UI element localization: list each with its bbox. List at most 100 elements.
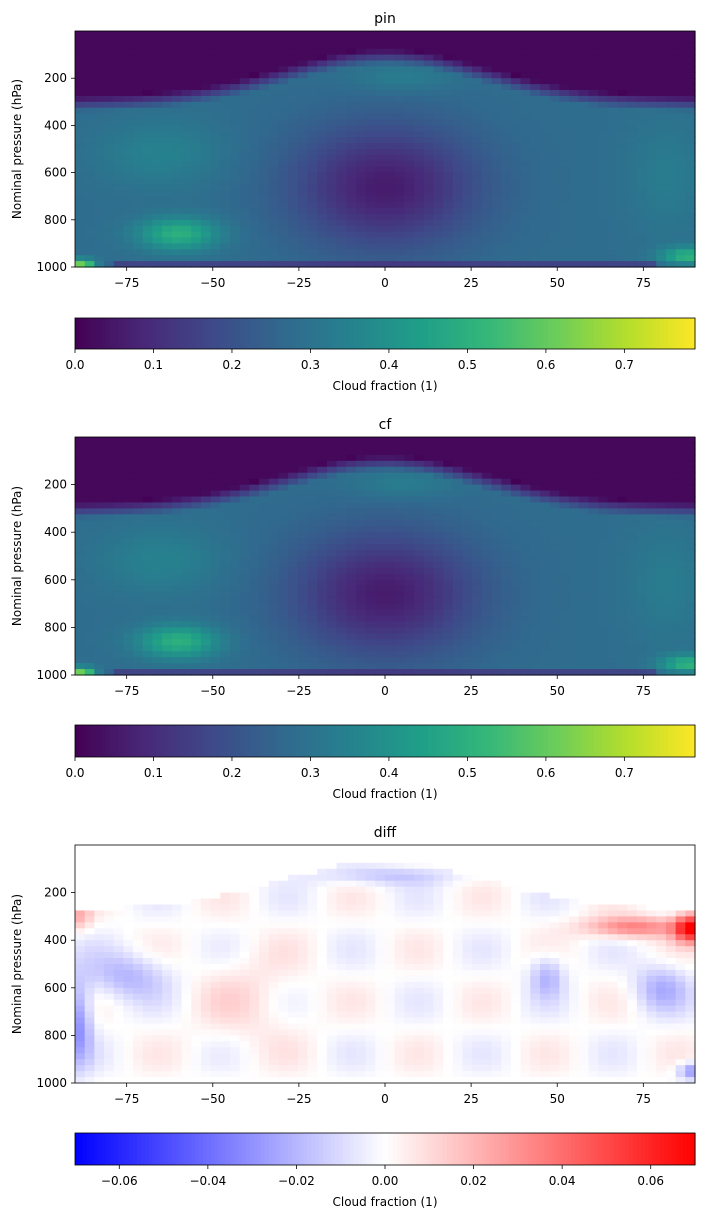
heatmap-cell [598, 484, 609, 492]
heatmap-cell [646, 48, 657, 56]
heatmap-cell [491, 645, 502, 652]
heatmap-cell [501, 478, 512, 486]
heatmap-cell [191, 243, 202, 250]
heatmap-cell [249, 66, 260, 73]
heatmap-cell [627, 42, 638, 50]
heatmap-cell [665, 95, 677, 103]
heatmap-cell [501, 437, 512, 444]
heatmap-cell [210, 556, 221, 563]
heatmap-cell [385, 160, 396, 168]
heatmap-cell [336, 657, 347, 664]
heatmap-cell [123, 669, 134, 676]
heatmap-cell [607, 490, 619, 498]
heatmap-cell [181, 478, 192, 486]
heatmap-cell [510, 627, 522, 634]
heatmap-cell [142, 66, 154, 73]
heatmap-cell [530, 478, 541, 486]
heatmap-cell [510, 202, 522, 209]
heatmap-cell [191, 202, 202, 209]
heatmap-cell [355, 508, 367, 515]
heatmap-cell [394, 621, 405, 628]
heatmap-cell [133, 502, 144, 509]
heatmap-cell [326, 556, 338, 563]
heatmap-cell [598, 84, 609, 91]
heatmap-cell [162, 472, 173, 480]
heatmap-cell [326, 538, 338, 545]
heatmap-cell [549, 131, 560, 138]
heatmap-cell [491, 31, 502, 38]
heatmap-cell [123, 526, 134, 533]
heatmap-cell [617, 196, 628, 203]
heatmap-cell [278, 90, 289, 97]
heatmap-cell [336, 544, 347, 551]
heatmap-cell [443, 219, 454, 227]
heatmap-cell [278, 237, 289, 244]
heatmap-cell [133, 231, 144, 239]
heatmap-cell [278, 442, 289, 450]
heatmap-cell [346, 131, 357, 138]
heatmap-cell [268, 154, 280, 162]
heatmap-cell [501, 645, 512, 652]
heatmap-cell [559, 657, 570, 664]
heatmap-cell [191, 72, 202, 79]
heatmap-cell [317, 478, 328, 486]
heatmap-cell [181, 249, 192, 256]
heatmap-cell [472, 208, 483, 215]
colorbar-segment [571, 318, 576, 349]
heatmap-cell [104, 261, 115, 268]
heatmap-cell [84, 243, 95, 250]
heatmap-cell [510, 442, 522, 450]
heatmap-cell [94, 448, 105, 456]
heatmap-cell [288, 615, 299, 623]
heatmap-cell [452, 48, 464, 56]
heatmap-cell [75, 633, 86, 640]
heatmap-cell [433, 561, 444, 569]
heatmap-cell [472, 448, 483, 456]
heatmap-cell [443, 496, 454, 504]
heatmap-cell [259, 113, 270, 121]
heatmap-cell [288, 72, 299, 79]
heatmap-cell [220, 502, 231, 509]
heatmap-cell [646, 208, 657, 215]
heatmap-cell [617, 184, 628, 191]
heatmap-cell [472, 243, 483, 250]
heatmap-cell [123, 66, 134, 73]
heatmap-cell [268, 166, 280, 174]
heatmap-cell [491, 213, 502, 221]
heatmap-cell [607, 107, 619, 115]
heatmap-cell [462, 645, 473, 652]
heatmap-cell [501, 603, 512, 611]
heatmap-cell [598, 119, 609, 126]
heatmap-cell [549, 166, 560, 174]
heatmap-cell [404, 478, 415, 486]
heatmap-cell [355, 107, 367, 115]
heatmap-cell [181, 573, 192, 581]
heatmap-cell [171, 472, 183, 480]
heatmap-cell [191, 550, 202, 557]
heatmap-cell [365, 178, 376, 185]
heatmap-cell [259, 231, 270, 239]
heatmap-cell [210, 42, 221, 50]
heatmap-cell [404, 544, 415, 551]
heatmap-cell [191, 101, 202, 109]
heatmap-cell [540, 556, 551, 563]
heatmap-cell [181, 154, 192, 162]
heatmap-cell [104, 190, 115, 197]
heatmap-cell [665, 137, 677, 144]
heatmap-cell [443, 66, 454, 73]
heatmap-cell [94, 579, 105, 587]
heatmap-cell [133, 663, 144, 670]
heatmap-cell [142, 213, 154, 221]
heatmap-cell [617, 190, 628, 197]
heatmap-cell [210, 178, 221, 185]
heatmap-cell [462, 149, 473, 156]
heatmap-cell [540, 166, 551, 174]
heatmap-cell [259, 237, 270, 244]
heatmap-cell [433, 437, 444, 444]
heatmap-cell [559, 237, 570, 244]
heatmap-cell [220, 585, 231, 593]
heatmap-cell [365, 597, 376, 605]
heatmap-cell [249, 585, 260, 593]
heatmap-cell [297, 107, 309, 115]
heatmap-cell [375, 101, 386, 109]
